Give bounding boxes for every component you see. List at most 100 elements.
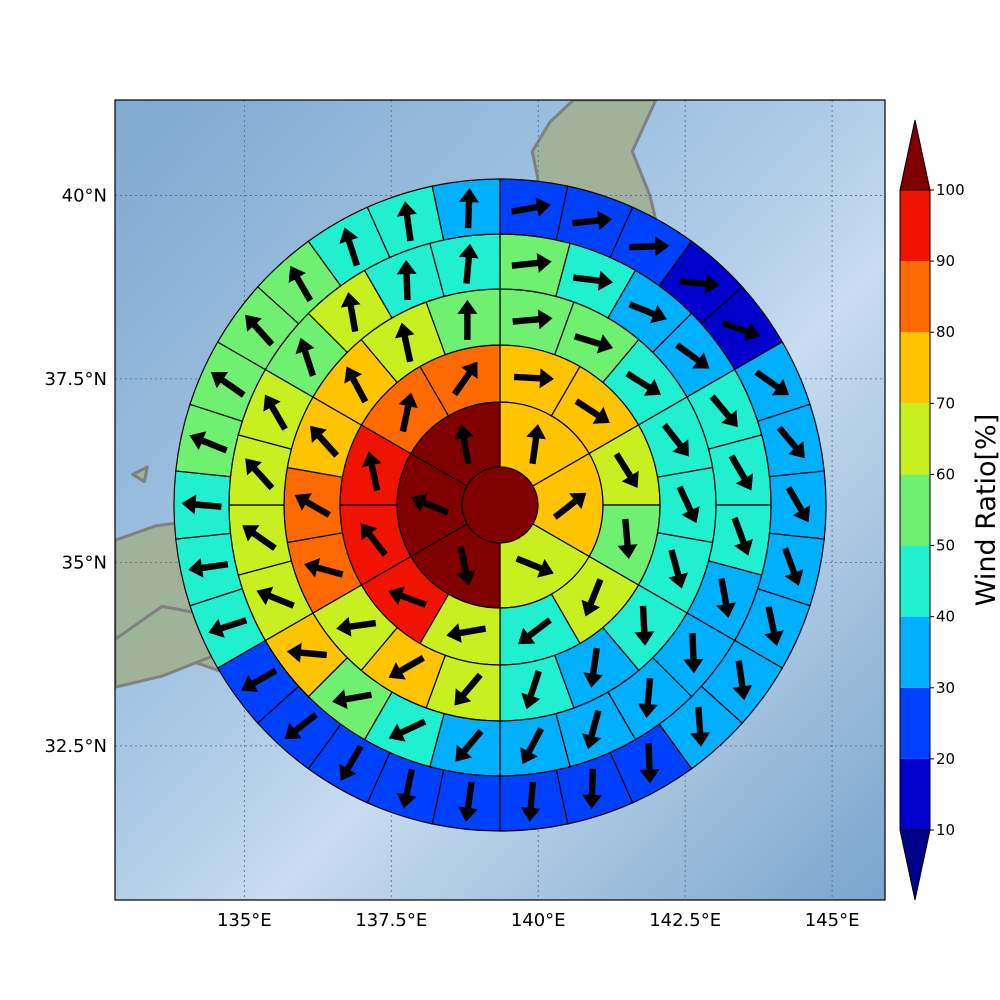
wind-arrow [668,549,688,589]
map-axes: 135°E 137.5°E 140°E 142.5°E 145°E 32.5°N 35°N 3… [44,99,886,931]
wind-arrow [572,270,613,291]
wind-arrow [728,454,754,491]
wind-arrow [512,309,553,330]
wind-arrow [572,210,613,231]
wind-arrow [397,201,417,242]
wind-arrow [676,485,700,524]
wind-arrow [625,370,661,396]
colorbar-tick-label: 10 [936,821,955,839]
wind-arrow [679,273,720,294]
lon-tick-label: 145°E [805,910,860,931]
wind-arrow [721,319,761,341]
wind-arrow [395,322,415,363]
wind-arrow [455,729,484,762]
plot-frame [114,99,886,901]
wind-arrow [446,623,487,643]
colorbar-tick-label: 60 [936,465,955,483]
wind-arrow [344,366,369,404]
wind-arrow [340,292,361,333]
wind-arrow [288,265,313,303]
wind-arrow [510,197,551,217]
wind-arrow [284,712,318,740]
wind-arrow [776,425,805,459]
wind-arrow [573,333,614,354]
wind-arrow [388,718,427,742]
wind-arrow [520,727,544,765]
wind-arrow [526,424,546,465]
wind-arrow [716,577,736,618]
wind-arrow [520,781,541,822]
wind-arrows [181,188,811,822]
wind-arrow [451,361,478,397]
wind-arrow [295,337,316,377]
wind-arrow [709,394,738,428]
wind-arrow [574,398,610,424]
wind-arrow [294,493,331,518]
colorbar-tick-label: 70 [936,394,955,412]
lon-tick-label: 140°E [511,910,566,931]
colorbar-segment [900,332,930,404]
wind-arrow [181,494,222,515]
wind-arrow [339,227,360,267]
colorbar-tick-label: 90 [936,252,955,270]
wind-arrow [310,425,340,458]
wind-arrow [304,558,344,578]
colorbar-tick-label: 50 [936,537,955,555]
wind-arrow [398,392,418,433]
wind-arrow [732,660,753,701]
wind-arrow [286,642,327,663]
wind-arrow [785,486,811,523]
colorbar-extend-top [899,119,931,191]
colorbar-segment [900,403,930,475]
colorbar-tick-label: 80 [936,323,955,341]
colorbar-tick-label: 40 [936,608,955,626]
wind-arrow [629,236,670,257]
wind-arrow [661,423,689,457]
wind-arrow [637,678,658,719]
wind-arrow [188,558,229,578]
wind-arrow [208,617,248,638]
wind-arrow [263,394,288,431]
wind-arrow [388,586,427,608]
wind-arrow [396,260,417,301]
wind-arrow [189,431,228,454]
lat-tick-label: 35°N [62,552,107,573]
wind-arrow [583,647,604,688]
wind-arrow [245,314,275,347]
wind-arrow [362,451,382,492]
wind-arrow [245,458,275,491]
lat-tick-label: 32.5°N [44,736,107,757]
wind-arrow [513,368,554,389]
colorbar-frame [899,189,931,831]
wind-arrow [515,555,554,578]
colorbar-segment [900,261,930,333]
wind-arrow [634,605,655,646]
colorbar-segment [900,474,930,546]
wind-arrow [581,578,604,617]
wind-arrow [332,689,372,710]
lat-tick-label: 40°N [62,185,107,206]
wind-arrow [521,670,542,710]
colorbar-tick-label: 100 [936,181,965,199]
wind-arrow [782,547,804,586]
wind-arrow [241,667,278,693]
wind-arrow [582,768,602,809]
wind-arrow [617,518,638,559]
wind-arrow [396,768,417,809]
colorbar-tick-label: 30 [936,679,955,697]
wind-arrow [639,743,660,784]
wind-arrow [456,545,476,586]
wind-arrow [754,369,790,396]
wind-arrow [518,617,552,645]
land-oki [131,465,149,484]
colorbar-segment [900,687,930,759]
wind-sectors [173,178,827,832]
lon-tick-label: 142.5°E [649,910,721,931]
wind-arrow [683,633,704,674]
wind-arrow [360,523,388,557]
colorbar-segment [900,616,930,688]
lon-tick-label: 135°E [217,910,272,931]
wind-arrow [690,706,711,747]
colorbar-extend-bottom [899,829,931,901]
